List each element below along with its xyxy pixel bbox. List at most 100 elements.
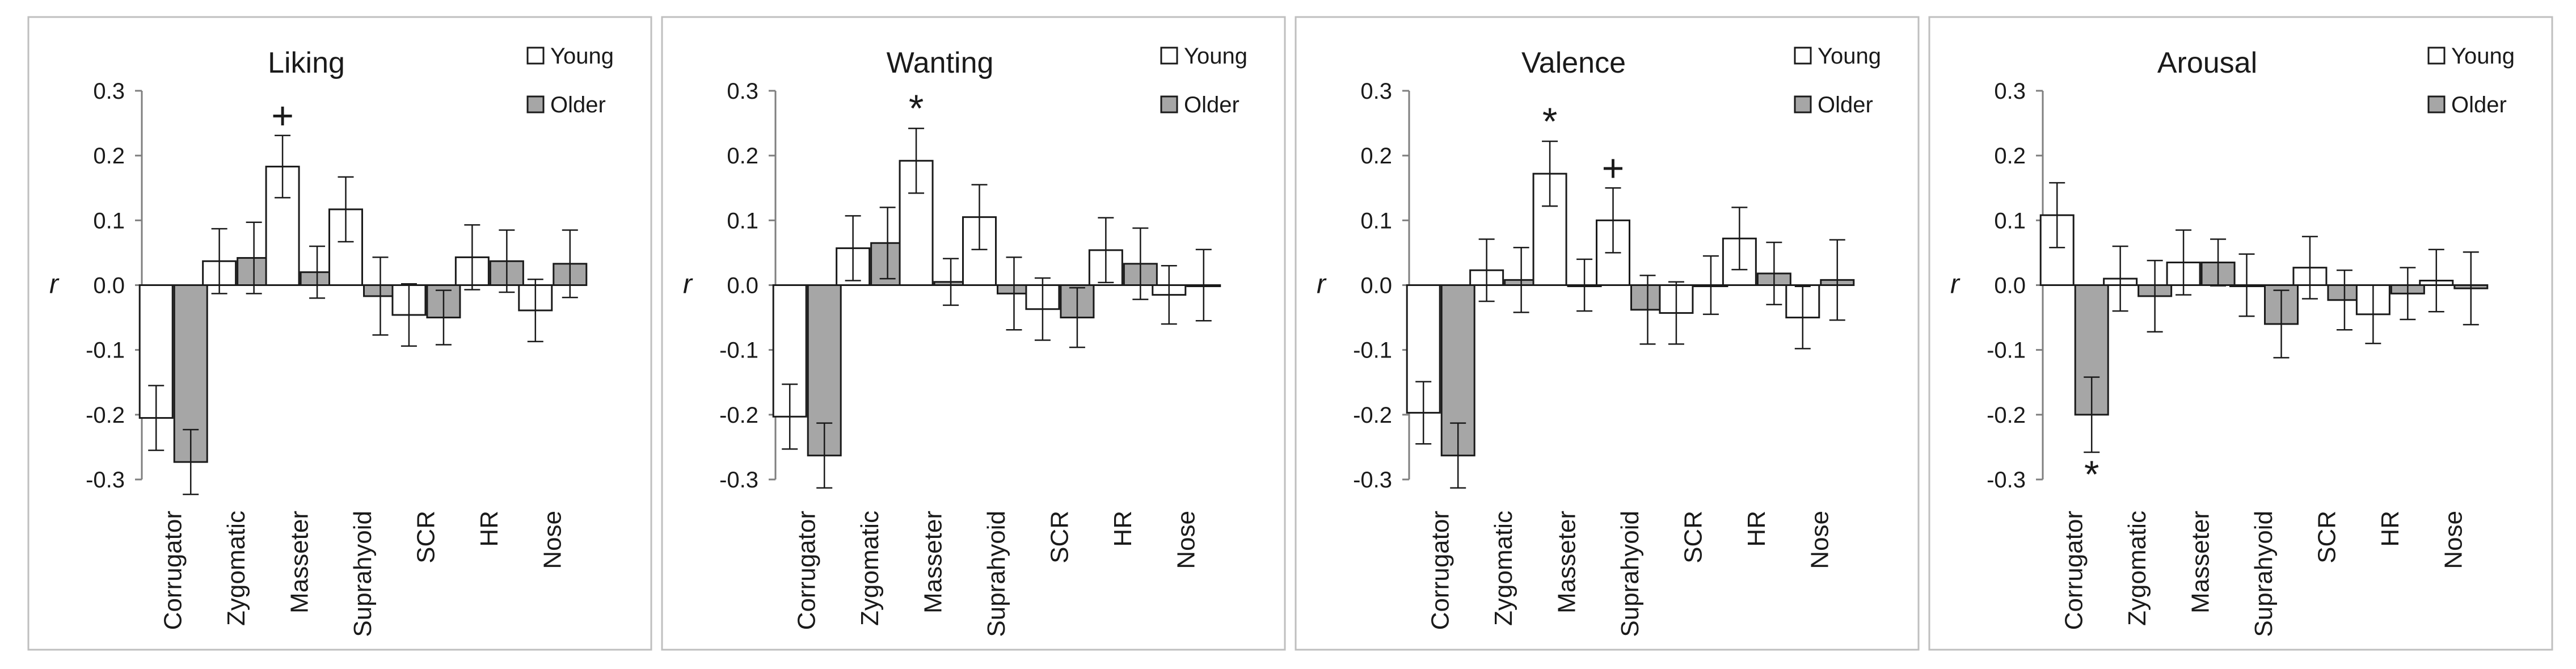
- error-bar-young-corrugator: [782, 383, 798, 450]
- x-tick-label: Nose: [1806, 511, 1833, 569]
- legend-entry-young: Young: [1160, 44, 1247, 69]
- error-bar-older-hr: [499, 229, 515, 293]
- error-bar-young-nose: [1161, 265, 1177, 325]
- legend-swatch: [1160, 47, 1178, 65]
- legend-entry-older: Older: [526, 92, 606, 117]
- legend-entry-older: Older: [1794, 92, 1873, 117]
- significance-marker: +: [1602, 146, 1625, 190]
- y-tick-label: -0.3: [719, 468, 758, 493]
- x-tick-label: Zygomatic: [2123, 511, 2151, 626]
- y-tick-label: 0.0: [1994, 274, 2026, 298]
- x-tick-label: HR: [2376, 511, 2404, 547]
- error-bar-young-masseter: [2176, 229, 2192, 296]
- error-bar-older-suprahyoid: [1006, 256, 1022, 331]
- error-bar-older-corrugator: [1450, 422, 1466, 489]
- legend-entry-young: Young: [1794, 44, 1881, 69]
- x-tick-label: Corrugator: [1427, 511, 1454, 630]
- error-bar-young-masseter: [275, 134, 291, 199]
- y-tick-label: 0.0: [1360, 274, 1392, 298]
- legend-swatch: [1794, 47, 1812, 65]
- error-bar-older-corrugator: [816, 422, 833, 489]
- x-tick-label: Suprahyoid: [349, 511, 377, 637]
- x-tick-label: Zygomatic: [856, 511, 884, 626]
- error-bar-older-zygomatic: [1513, 247, 1529, 313]
- x-tick-label: SCR: [2313, 511, 2341, 563]
- legend-swatch: [1794, 95, 1812, 113]
- y-tick-label: 0.3: [727, 79, 758, 104]
- error-bar-older-zygomatic: [879, 207, 896, 280]
- y-tick-label: -0.1: [719, 338, 758, 363]
- legend-label: Older: [550, 92, 606, 117]
- error-bar-young-scr: [400, 283, 417, 347]
- chart-title: Arousal: [2157, 47, 2257, 79]
- legend-label: Older: [1818, 92, 1873, 117]
- error-bar-older-zygomatic: [2147, 259, 2163, 333]
- chart-title: Wanting: [887, 47, 994, 79]
- error-bar-young-hr: [1731, 207, 1748, 271]
- x-tick-label: Zygomatic: [1490, 511, 1517, 626]
- legend-label: Young: [550, 44, 614, 69]
- legend-label: Young: [1818, 44, 1881, 69]
- error-bar-older-hr: [2400, 267, 2416, 321]
- y-tick-label: 0.2: [93, 144, 125, 169]
- error-bar-older-masseter: [309, 245, 326, 299]
- error-bar-older-scr: [1069, 287, 1085, 348]
- chart-title: Valence: [1521, 47, 1626, 79]
- y-tick-label: 0.3: [1360, 79, 1392, 104]
- legend-swatch: [2427, 95, 2446, 113]
- y-tick-label: -0.2: [1353, 403, 1392, 428]
- x-tick-label: HR: [1109, 511, 1137, 547]
- panel-border: [1295, 16, 1920, 651]
- legend-entry-young: Young: [2427, 44, 2515, 69]
- x-tick-label: Suprahyoid: [2250, 511, 2278, 637]
- y-tick-label: 0.2: [1994, 144, 2026, 169]
- y-tick-label: 0.2: [1360, 144, 1392, 169]
- legend-entry-older: Older: [1160, 92, 1239, 117]
- y-tick-label: 0.0: [93, 274, 125, 298]
- error-bar-young-scr: [1034, 277, 1051, 341]
- legend-entry-older: Older: [2427, 92, 2507, 117]
- error-bar-older-suprahyoid: [2273, 289, 2290, 359]
- x-tick-label: Masseter: [2187, 511, 2215, 613]
- error-bar-older-masseter: [943, 258, 959, 306]
- y-axis-label: r: [683, 270, 693, 300]
- y-axis-label: r: [49, 270, 60, 300]
- y-tick-label: -0.2: [1987, 403, 2026, 428]
- legend-label: Older: [2451, 92, 2507, 117]
- y-tick-label: 0.1: [727, 208, 758, 233]
- error-bar-young-masseter: [908, 127, 925, 194]
- y-tick-label: -0.3: [86, 468, 125, 493]
- y-tick-label: 0.2: [727, 144, 758, 169]
- error-bar-older-zygomatic: [246, 221, 262, 294]
- x-tick-label: Nose: [538, 511, 566, 569]
- y-tick-label: -0.3: [1353, 468, 1392, 493]
- error-bar-young-suprahyoid: [971, 184, 988, 250]
- error-bar-young-masseter: [1542, 140, 1558, 207]
- panel-border: [27, 16, 652, 651]
- significance-marker: *: [909, 87, 924, 130]
- chart-panel-liking: Liking 0.3 0.2 0.1 0.0 -0.1 -0.2 -0.3 r Corrugato…: [27, 16, 652, 651]
- x-tick-label: Nose: [1172, 511, 1200, 569]
- error-bar-older-nose: [562, 229, 578, 298]
- legend-label: Older: [1184, 92, 1239, 117]
- error-bar-young-scr: [1668, 281, 1684, 345]
- x-tick-label: Suprahyoid: [1616, 511, 1644, 637]
- y-tick-label: -0.1: [1353, 338, 1392, 363]
- legend-entry-young: Young: [526, 44, 614, 69]
- error-bar-older-hr: [1766, 241, 1782, 305]
- x-tick-label: Suprahyoid: [983, 511, 1010, 637]
- x-tick-label: Corrugator: [159, 511, 187, 630]
- y-axis-label: r: [1317, 270, 1327, 300]
- y-tick-label: 0.0: [727, 274, 758, 298]
- x-tick-label: HR: [475, 511, 503, 547]
- y-axis-label: r: [1950, 270, 1961, 300]
- panel-border: [1928, 16, 2553, 651]
- error-bar-older-nose: [2463, 251, 2479, 326]
- error-bar-young-nose: [1794, 285, 1811, 350]
- x-tick-label: Zygomatic: [222, 511, 250, 626]
- legend-swatch: [2427, 47, 2446, 65]
- x-tick-label: Nose: [2439, 511, 2467, 569]
- error-bar-young-corrugator: [2049, 182, 2065, 249]
- error-bar-older-corrugator: [183, 428, 199, 495]
- x-tick-label: Corrugator: [793, 511, 821, 630]
